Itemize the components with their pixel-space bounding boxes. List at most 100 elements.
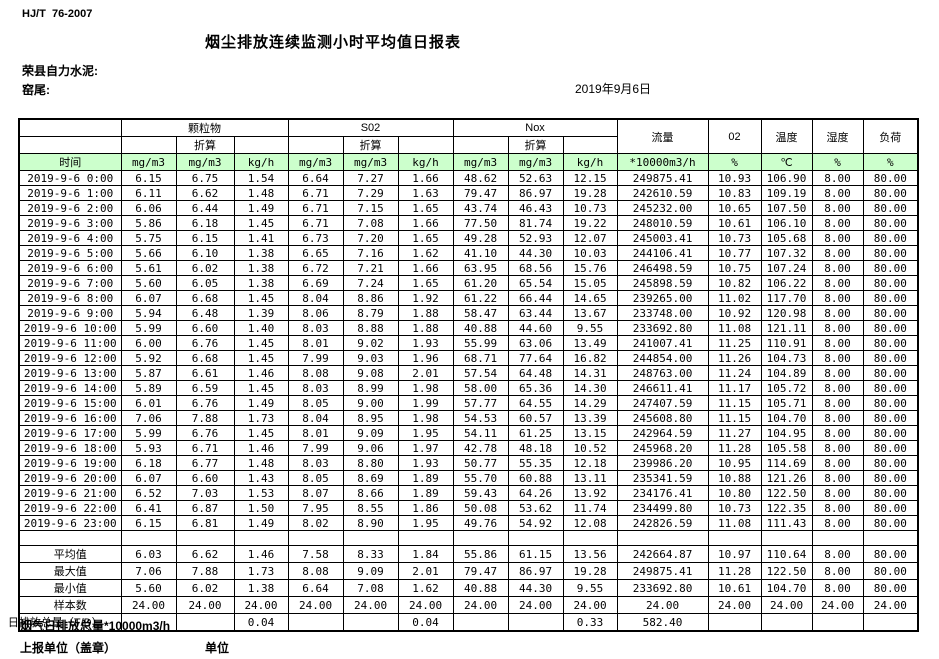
value-cell: 1.40 [233, 320, 289, 336]
hour-row: 2019-9-6 8:00 6.07 6.68 1.45 8.04 8.86 1.92 61.… [18, 290, 919, 306]
value-cell: 16.82 [562, 350, 618, 366]
value-cell: 11.28 [707, 562, 762, 580]
value-cell: 80.00 [862, 170, 919, 186]
value-cell: 55.70 [452, 470, 509, 486]
value-cell: 80.00 [862, 305, 919, 321]
value-cell: 55.99 [452, 335, 509, 351]
value-cell: 61.22 [452, 290, 509, 306]
value-cell: 11.26 [707, 350, 762, 366]
value-cell: 80.00 [862, 485, 919, 501]
time-cell: 2019-9-6 9:00 [18, 305, 122, 321]
unit-cell: kg/h [562, 153, 618, 171]
time-cell: 2019-9-6 13:00 [18, 365, 122, 381]
summary-row: 平均值 6.03 6.62 1.46 7.58 8.33 1.84 55.86 61.15 13.… [18, 545, 919, 563]
value-cell: 105.68 [760, 230, 813, 246]
value-cell: 14.29 [562, 395, 618, 411]
value-cell: 24.00 [452, 596, 509, 614]
value-cell: 64.48 [507, 365, 564, 381]
value-cell: 8.01 [287, 335, 344, 351]
value-cell: 8.00 [811, 500, 864, 516]
value-cell: 80.00 [862, 380, 919, 396]
value-cell: 10.92 [707, 305, 762, 321]
value-cell: 234499.80 [616, 500, 709, 516]
value-cell: 248010.59 [616, 215, 709, 231]
value-cell: 10.80 [707, 485, 762, 501]
hour-row: 2019-9-6 20:00 6.07 6.60 1.43 8.05 8.69 1.89 55… [18, 470, 919, 486]
time-cell: 2019-9-6 17:00 [18, 425, 122, 441]
value-cell: 8.00 [811, 395, 864, 411]
value-cell: 8.80 [342, 455, 399, 471]
value-cell: 1.65 [397, 200, 454, 216]
value-cell: 7.15 [342, 200, 399, 216]
value-cell: 61.25 [507, 425, 564, 441]
value-cell: 6.62 [175, 185, 235, 201]
value-cell: 1.49 [233, 200, 289, 216]
summary-row: 最小值 5.60 6.02 1.38 6.64 7.08 1.62 40.88 44.30 9.5… [18, 579, 919, 597]
value-cell: 1.45 [233, 380, 289, 396]
value-cell: 104.73 [760, 350, 813, 366]
value-cell: 5.99 [120, 425, 177, 441]
value-cell: 109.19 [760, 185, 813, 201]
value-cell: 1.95 [397, 425, 454, 441]
value-cell: 10.73 [562, 200, 618, 216]
page-title: 烟尘排放连续监测小时平均值日报表 [205, 34, 462, 51]
value-cell: 61.15 [507, 545, 564, 563]
time-cell: 2019-9-6 14:00 [18, 380, 122, 396]
value-cell: 6.71 [287, 200, 344, 216]
value-cell: 104.89 [760, 365, 813, 381]
value-cell: 80.00 [862, 425, 919, 441]
value-cell: 6.65 [287, 245, 344, 261]
unit-cell: % [862, 153, 919, 171]
value-cell [862, 613, 919, 632]
value-cell: 1.41 [233, 230, 289, 246]
value-cell [175, 613, 235, 632]
value-cell: 8.00 [811, 562, 864, 580]
value-cell: 1.48 [233, 455, 289, 471]
value-cell: 242664.87 [616, 545, 709, 563]
value-cell: 245898.59 [616, 275, 709, 291]
time-cell: 2019-9-6 18:00 [18, 440, 122, 456]
hour-row: 2019-9-6 11:00 6.00 6.76 1.45 8.01 9.02 1.93 55… [18, 335, 919, 351]
value-cell: 80.00 [862, 200, 919, 216]
value-cell: 13.56 [562, 545, 618, 563]
value-cell: 66.44 [507, 290, 564, 306]
value-cell: 11.02 [707, 290, 762, 306]
value-cell: 1.39 [233, 305, 289, 321]
value-cell: 1.92 [397, 290, 454, 306]
value-cell: 80.00 [862, 260, 919, 276]
value-cell: 122.50 [760, 485, 813, 501]
value-cell: 52.63 [507, 170, 564, 186]
time-cell: 2019-9-6 5:00 [18, 245, 122, 261]
value-cell: 80.00 [862, 335, 919, 351]
value-cell: 110.64 [760, 545, 813, 563]
empty-cell [707, 530, 762, 546]
value-cell: 80.00 [862, 215, 919, 231]
units-row: 时间 mg/m3 mg/m3 kg/h mg/m3 mg/m3 kg/h mg/… [18, 153, 919, 171]
unit-cell: *10000m3/h [616, 153, 709, 171]
value-cell: 80.00 [862, 365, 919, 381]
value-cell: 7.06 [120, 410, 177, 426]
summary-row: 最大值 7.06 7.88 1.73 8.08 9.09 2.01 79.47 86.97 19.… [18, 562, 919, 580]
value-cell: 8.00 [811, 260, 864, 276]
value-cell: 55.35 [507, 455, 564, 471]
value-cell: 1.45 [233, 335, 289, 351]
value-cell: 5.60 [120, 579, 177, 597]
value-cell: 9.06 [342, 440, 399, 456]
daily-total-row: 日排放总量（T/D） 0.04 0.04 0.33 582.40 [8, 613, 919, 632]
value-cell: 117.70 [760, 290, 813, 306]
value-cell: 6.01 [120, 395, 177, 411]
value-cell: 0.04 [397, 613, 454, 632]
value-cell: 241007.41 [616, 335, 709, 351]
value-cell: 245003.41 [616, 230, 709, 246]
value-cell: 80.00 [862, 500, 919, 516]
value-cell: 11.08 [707, 515, 762, 531]
value-cell: 12.18 [562, 455, 618, 471]
spacer-row [18, 530, 919, 546]
hour-row: 2019-9-6 17:00 5.99 6.76 1.45 8.01 9.09 1.95 54… [18, 425, 919, 441]
value-cell: 120.98 [760, 305, 813, 321]
value-cell: 8.00 [811, 545, 864, 563]
daily-total-label-cell: 日排放总量（T/D） [8, 613, 122, 632]
unit-label: 单位 [205, 641, 230, 655]
value-cell: 121.11 [760, 320, 813, 336]
value-cell: 11.08 [707, 320, 762, 336]
